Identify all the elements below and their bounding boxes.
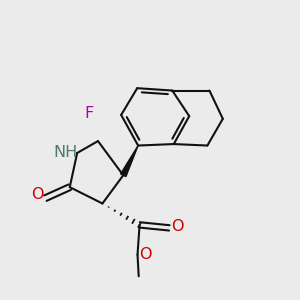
Text: NH: NH [54,145,78,160]
Text: F: F [84,106,94,121]
Text: O: O [171,219,184,234]
Polygon shape [121,146,138,177]
Text: O: O [139,247,151,262]
Text: O: O [31,187,43,202]
